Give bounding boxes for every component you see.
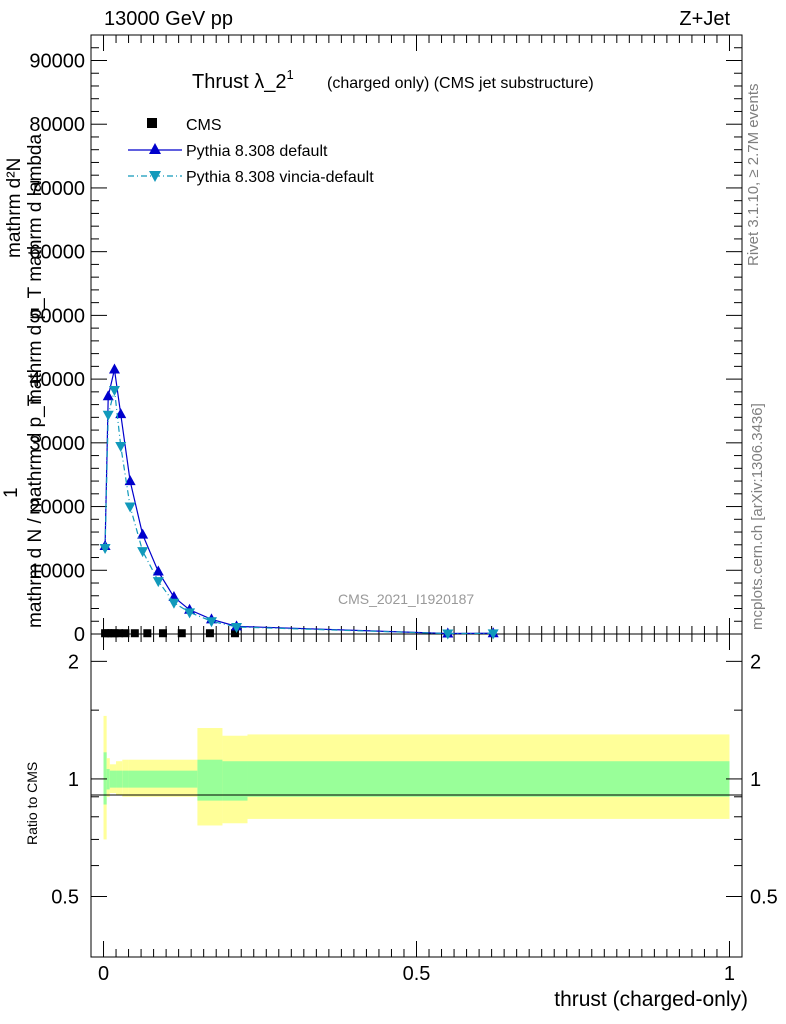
series-point-2 [487,629,499,640]
cms-point [121,629,130,638]
plot-subtitle: (charged only) (CMS jet substructure) [327,75,594,92]
y-tick-label: 40000 [29,369,85,391]
y-tick-label: 50000 [29,305,85,327]
cms-point [158,629,167,638]
process-label: Z+Jet [679,8,730,30]
ratio-band-inner-6 [197,759,223,801]
series-point-2 [231,622,243,633]
y-tick-label: 0 [74,624,85,646]
series-point-1 [137,528,149,539]
cms-point [143,629,152,638]
ratio-band-inner-1 [106,769,110,790]
series-point-1 [102,390,114,401]
plot-title-sup: 1 [286,67,293,82]
ratio-band-inner-2 [109,770,117,788]
y-tick-label: 10000 [29,560,85,582]
series-point-2 [124,502,136,513]
ratio-y-tick-label-right: 1 [750,769,761,791]
ratio-band-inner-8 [247,761,730,797]
legend-label-cms: CMS [186,117,222,134]
ratio-y-tick-label: 0.5 [51,887,79,909]
legend-marker-cms [147,118,157,128]
svg-text:Thrust λ_21: Thrust λ_21 [192,67,294,93]
ratio-band-inner-7 [222,761,248,801]
legend-marker-vincia [149,171,161,182]
x-tick-label: 1 [724,963,735,985]
legend: CMS Pythia 8.308 default Pythia 8.308 vi… [128,117,374,186]
series-point-2 [152,577,164,588]
cms-point [130,629,139,638]
cms-point [110,629,119,638]
legend-marker-default [149,143,161,154]
ratio-band-inner-0 [103,752,107,805]
series-point-2 [168,598,180,609]
ratio-y-tick-label-right: 0.5 [750,887,778,909]
y-tick-label: 70000 [29,178,85,200]
series-point-2 [108,385,120,396]
ratio-band-inner-5 [128,770,198,788]
y-tick-label: 60000 [29,242,85,264]
cms-point [230,629,239,638]
ratio-y-tick-label-right: 2 [750,651,761,673]
series-point-1 [108,363,120,374]
analysis-watermark: CMS_2021_I1920187 [338,591,474,607]
series-point-1 [124,475,136,486]
series-point-2 [99,543,111,554]
ratio-band-inner-3 [116,770,123,788]
x-axis-title: thrust (charged-only) [554,988,748,1011]
y-tick-label: 30000 [29,433,85,455]
ratio-band-inner-4 [122,770,129,788]
ratio-y-tick-label: 2 [68,651,79,673]
series-point-2 [442,629,454,640]
cms-point [177,629,186,638]
series-point-2 [102,410,114,421]
plot-title: Thrust λ_2 [192,71,286,93]
legend-label-vincia: Pythia 8.308 vincia-default [186,169,374,186]
energy-label: 13000 GeV pp [104,8,233,30]
cms-point [115,629,124,638]
y-tick-label: 90000 [29,50,85,72]
series-point-1 [115,408,127,419]
y-tick-label: 20000 [29,497,85,519]
x-tick-label: 0 [98,963,109,985]
series-point-1 [152,565,164,576]
series-point-2 [115,442,127,453]
x-tick-label: 0.5 [403,963,431,985]
y-tick-label: 80000 [29,114,85,136]
ratio-ylabel: Ratio to CMS [24,762,40,845]
cms-point [205,629,214,638]
ratio-y-tick-label: 1 [68,769,79,791]
series-point-2 [137,547,149,558]
series-point-2 [184,608,196,619]
series-point-2 [205,617,217,628]
legend-label-default: Pythia 8.308 default [186,143,328,160]
